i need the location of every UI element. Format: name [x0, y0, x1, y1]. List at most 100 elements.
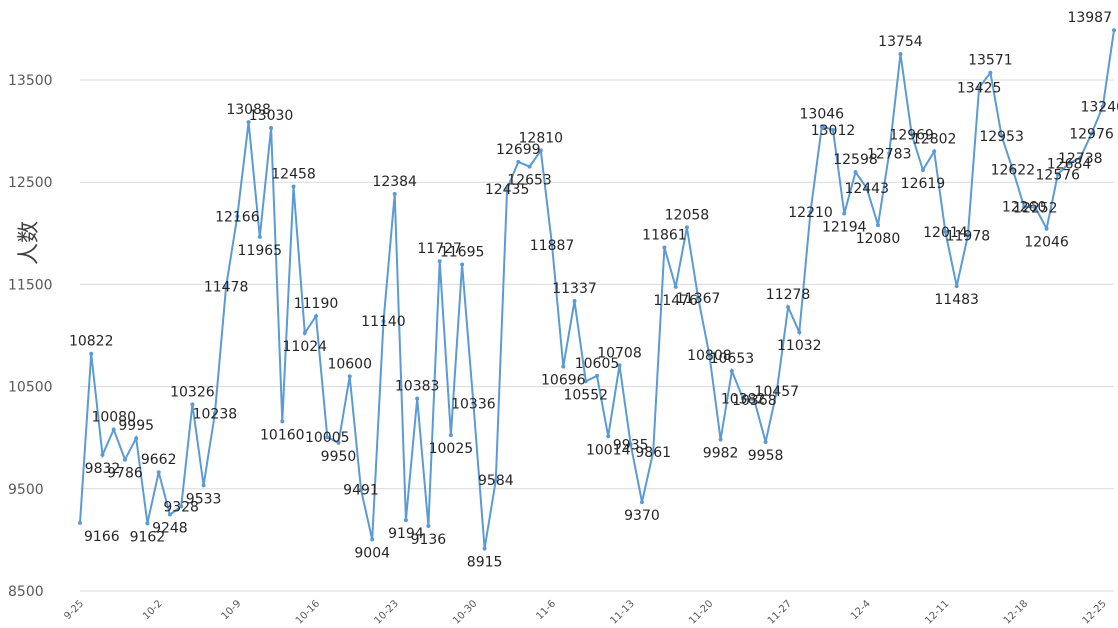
data-label: 11367	[676, 291, 721, 307]
data-label: 11727	[417, 241, 462, 257]
data-point	[977, 85, 982, 90]
data-label: 11861	[642, 228, 687, 244]
data-point	[448, 433, 453, 438]
y-tick-label: 8500	[8, 584, 44, 600]
data-label: 10326	[170, 384, 215, 400]
data-label: 13046	[800, 106, 845, 122]
y-tick-label: 10500	[8, 380, 53, 396]
x-tick-label: 10-16	[294, 598, 322, 626]
data-label: 12738	[1058, 151, 1103, 167]
data-label: 9950	[321, 449, 357, 465]
data-point	[538, 148, 543, 153]
data-point	[471, 401, 476, 406]
data-label: 12194	[822, 219, 867, 235]
data-point	[235, 214, 240, 219]
data-label: 10336	[451, 396, 496, 412]
data-point	[583, 379, 588, 384]
data-label: 10160	[260, 427, 305, 443]
data-point	[167, 512, 172, 517]
data-point	[932, 149, 937, 154]
data-label: 12210	[788, 205, 833, 221]
data-point	[1067, 161, 1072, 166]
data-point	[527, 164, 532, 169]
data-point	[595, 373, 599, 378]
y-axis-ticks: 8500 9500 10500 11500 12500 13500	[8, 73, 53, 600]
data-point	[819, 124, 824, 129]
data-label: 12976	[1069, 127, 1114, 143]
data-point	[1100, 104, 1105, 109]
x-tick-label: 12-11	[923, 598, 951, 626]
data-label: 10457	[755, 384, 800, 400]
data-label: 11478	[204, 280, 249, 296]
data-point	[673, 284, 678, 289]
data-label: 13571	[968, 53, 1013, 69]
data-point	[651, 449, 656, 454]
data-point	[269, 126, 274, 131]
data-point	[224, 284, 229, 289]
data-label: 9533	[186, 491, 222, 507]
data-label: 10696	[541, 373, 586, 389]
data-point	[370, 537, 375, 542]
data-point	[707, 353, 712, 358]
data-label: 11337	[552, 281, 597, 297]
data-point	[280, 419, 285, 424]
x-tick-label: 12-18	[1002, 598, 1030, 626]
x-tick-label: 11-27	[766, 598, 794, 626]
data-label: 12684	[1047, 156, 1092, 172]
data-label: 12080	[856, 231, 901, 247]
data-point	[291, 184, 296, 189]
x-tick-label: 12-25	[1081, 598, 1109, 626]
data-point	[336, 440, 341, 445]
data-label: 12443	[844, 181, 889, 197]
data-point	[718, 437, 723, 442]
data-point	[302, 331, 307, 336]
data-point	[920, 168, 925, 173]
data-point	[134, 436, 139, 441]
data-point	[1089, 131, 1094, 136]
data-label: 12653	[507, 173, 552, 189]
data-point	[550, 242, 555, 247]
data-label: 12435	[485, 182, 530, 198]
data-label: 13754	[878, 34, 923, 50]
data-label: 12166	[215, 209, 260, 225]
data-label: 11887	[530, 238, 575, 254]
data-point	[403, 518, 408, 523]
data-point	[1022, 204, 1027, 209]
data-label: 11978	[946, 229, 991, 245]
data-point	[572, 299, 577, 304]
data-label: 10552	[563, 387, 608, 403]
data-label: 13425	[957, 81, 1002, 97]
data-label: 9136	[411, 532, 447, 548]
data-label: 11032	[777, 338, 822, 354]
data-point	[954, 284, 959, 289]
data-label: 9194	[388, 526, 424, 542]
data-point	[853, 170, 858, 175]
data-label: 13240	[1080, 100, 1118, 116]
data-point	[156, 470, 161, 475]
data-point	[1112, 28, 1116, 33]
data-point	[1010, 167, 1015, 172]
data-label: 12810	[519, 131, 564, 147]
data-label: 9995	[118, 418, 154, 434]
y-tick-label: 9500	[8, 482, 44, 498]
data-point	[684, 225, 689, 230]
data-point	[741, 396, 746, 401]
data-label: 12622	[991, 163, 1036, 179]
data-labels: 9166 10822 9832 10080 9786 9995 9162 9662 9248 93…	[69, 10, 1118, 570]
data-point	[797, 330, 802, 335]
x-tick-label: 10-9	[220, 598, 244, 622]
data-point	[426, 524, 431, 529]
x-tick-label: 11-13	[609, 598, 637, 626]
data-label: 12014	[923, 225, 968, 241]
data-label: 9832	[85, 461, 121, 477]
data-point	[1078, 155, 1083, 160]
data-label: 10005	[305, 430, 350, 446]
data-point	[516, 159, 521, 164]
data-point	[696, 295, 701, 300]
data-label: 10080	[91, 410, 136, 426]
data-point	[482, 546, 487, 551]
data-label: 9958	[748, 448, 784, 464]
data-point	[437, 259, 442, 264]
data-label: 12783	[867, 146, 912, 162]
